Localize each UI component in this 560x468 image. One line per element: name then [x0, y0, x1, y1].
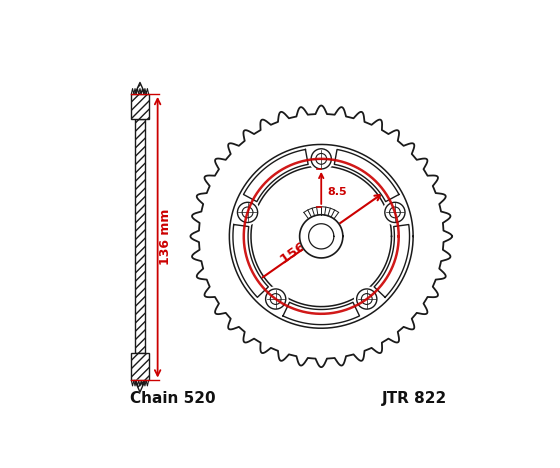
Text: JTR 822: JTR 822	[382, 391, 447, 406]
Polygon shape	[334, 149, 399, 202]
Bar	[132, 353, 148, 380]
Text: Chain 520: Chain 520	[130, 391, 216, 406]
Text: 8.5: 8.5	[328, 187, 347, 197]
Polygon shape	[135, 82, 145, 94]
Circle shape	[300, 215, 343, 258]
Circle shape	[383, 200, 407, 225]
Bar	[135, 119, 145, 353]
Circle shape	[354, 287, 379, 311]
Bar	[132, 353, 148, 380]
Text: 136 mm: 136 mm	[159, 209, 172, 265]
Polygon shape	[244, 149, 308, 202]
Circle shape	[264, 287, 288, 311]
Polygon shape	[233, 225, 268, 297]
Bar	[132, 94, 148, 119]
Polygon shape	[135, 380, 145, 392]
Bar	[135, 119, 145, 353]
Bar	[132, 94, 148, 119]
Circle shape	[235, 200, 260, 225]
Circle shape	[309, 147, 333, 171]
Polygon shape	[374, 225, 409, 297]
Polygon shape	[283, 302, 360, 325]
Text: 156 mm: 156 mm	[279, 221, 335, 266]
